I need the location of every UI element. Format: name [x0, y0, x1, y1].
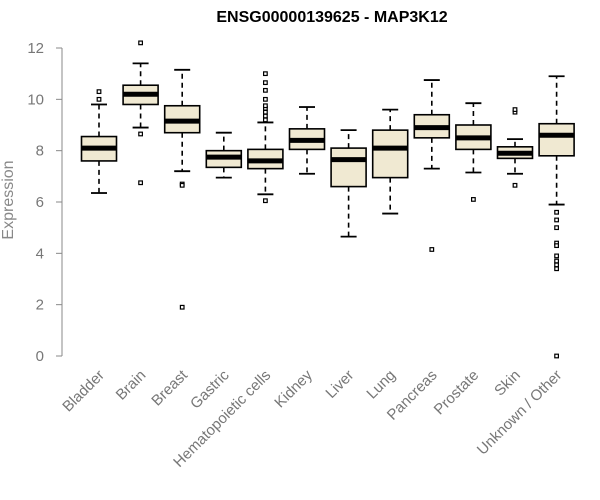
y-axis-title: Expression — [0, 160, 17, 239]
outlier-point — [263, 198, 268, 204]
iqr-box — [371, 129, 409, 179]
outlier-point — [263, 71, 268, 77]
y-tick-label: 6 — [36, 194, 44, 211]
outlier-point — [554, 266, 559, 272]
x-category-label: Brain — [113, 367, 150, 404]
outlier-point — [96, 89, 102, 95]
outlier-point — [554, 353, 559, 359]
box-unknown-other — [538, 75, 575, 359]
box-brain — [122, 40, 159, 186]
y-tick-label: 10 — [27, 91, 44, 108]
outlier-point — [554, 243, 559, 249]
chart-title: ENSG00000139625 - MAP3K12 — [216, 9, 447, 26]
box-breast — [163, 68, 201, 310]
y-tick-label: 2 — [36, 297, 44, 314]
box-liver — [330, 129, 367, 238]
x-category-label: Lung — [363, 367, 399, 403]
outlier-point — [263, 113, 268, 119]
outlier-point — [554, 209, 559, 215]
box-gastric — [205, 131, 243, 179]
y-tick-label: 0 — [36, 348, 44, 365]
x-category-label: Breast — [148, 366, 191, 409]
box-lung — [371, 108, 409, 215]
outlier-point — [138, 131, 144, 137]
box-bladder — [80, 89, 118, 194]
box-kidney — [288, 106, 326, 175]
box-prostate — [455, 102, 492, 202]
x-category-label: Liver — [322, 367, 357, 402]
outlier-point — [554, 258, 559, 264]
outlier-point — [263, 87, 268, 93]
outlier-point — [512, 182, 518, 188]
outlier-point — [263, 80, 268, 86]
outlier-point — [554, 217, 559, 223]
outlier-point — [263, 109, 268, 115]
x-category-label: Skin — [491, 367, 524, 400]
outlier-point — [554, 253, 559, 259]
outlier-point — [96, 96, 102, 102]
y-tick-label: 8 — [36, 143, 44, 160]
box-pancreas — [413, 79, 451, 252]
y-axis-ticks: 0 2 4 6 8 10 12 — [27, 40, 62, 365]
outlier-point — [263, 103, 268, 109]
outlier-point — [554, 225, 559, 231]
x-category-label: Kidney — [271, 366, 316, 411]
outlier-point — [263, 117, 268, 123]
outlier-point — [429, 247, 435, 252]
y-tick-label: 4 — [36, 245, 44, 262]
x-category-label: Bladder — [59, 367, 108, 416]
outlier-point — [471, 197, 476, 202]
outlier-point — [179, 182, 185, 188]
outlier-point — [512, 107, 518, 113]
outlier-point — [554, 262, 559, 268]
x-category-label: Prostate — [431, 367, 483, 419]
iqr-box — [538, 122, 575, 157]
box-group — [80, 40, 575, 359]
box-hematopoietic-cells — [247, 71, 284, 204]
outlier-point — [138, 180, 144, 186]
iqr-box — [330, 147, 367, 188]
box-skin — [496, 107, 534, 188]
outlier-point — [263, 96, 268, 102]
outlier-point — [138, 40, 144, 46]
outlier-point — [179, 304, 185, 310]
y-tick-label: 12 — [27, 40, 44, 57]
